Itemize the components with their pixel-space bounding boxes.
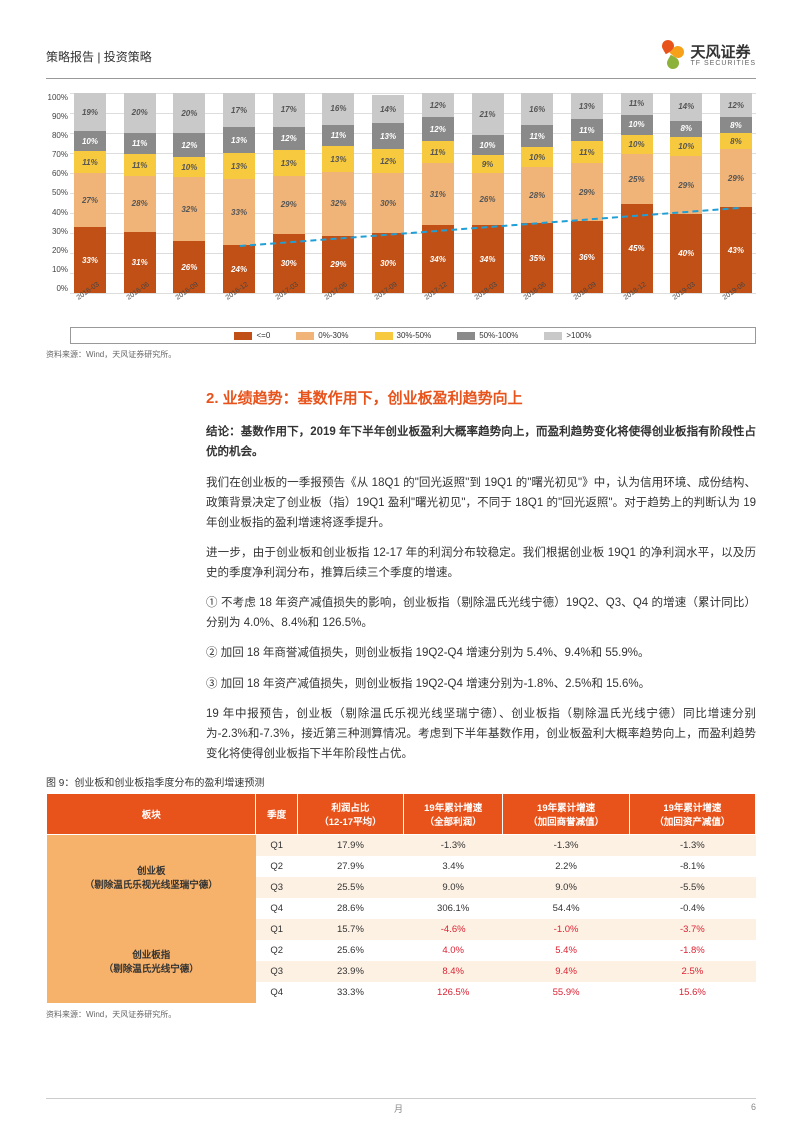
chart-source: 资料来源：Wind，天风证券研究所。	[46, 349, 756, 360]
paragraph: 我们在创业板的一季报预告《从 18Q1 的"回光返照"到 19Q1 的"曙光初见…	[206, 473, 756, 533]
page-footer: 月 6	[0, 1102, 802, 1115]
section-lead: 结论：基数作用下，2019 年下半年创业板盈利大概率趋势向上，而盈利趋势变化将使…	[206, 422, 756, 462]
paragraph: 19 年中报预告，创业板（剔除温氏乐视光线坚瑞宁德）、创业板指（剔除温氏光线宁德…	[206, 704, 756, 764]
chart-legend: <=00%-30%30%-50%50%-100%>100%	[70, 327, 756, 344]
section-heading: 2. 业绩趋势：基数作用下，创业板盈利趋势向上	[206, 386, 756, 412]
stacked-bar-chart: 100%90%80%70%60%50%40%30%20%10%0% 33%27%…	[70, 93, 756, 343]
table-header: 板块季度利润占比（12-17平均）19年累计增速（全部利润）19年累计增速（加回…	[47, 794, 756, 835]
logo-icon	[652, 40, 684, 72]
page-number: 6	[751, 1102, 756, 1115]
company-logo: 天风证券 TF SECURITIES	[652, 40, 756, 72]
chart-y-axis: 100%90%80%70%60%50%40%30%20%10%0%	[46, 93, 68, 293]
paragraph: ② 加回 18 年商誉减值损失，则创业板指 19Q2-Q4 增速分别为 5.4%…	[206, 643, 756, 663]
table-source: 资料来源：Wind，天风证券研究所。	[46, 1009, 756, 1020]
earnings-table: 板块季度利润占比（12-17平均）19年累计增速（全部利润）19年累计增速（加回…	[46, 793, 756, 1003]
footer-divider	[46, 1098, 756, 1099]
body-content: 2. 业绩趋势：基数作用下，创业板盈利趋势向上 结论：基数作用下，2019 年下…	[206, 386, 756, 764]
logo-text-cn: 天风证券	[690, 45, 756, 60]
paragraph: ① 不考虑 18 年资产减值损失的影响，创业板指（剔除温氏光线宁德）19Q2、Q…	[206, 593, 756, 633]
logo-text-en: TF SECURITIES	[690, 60, 756, 67]
chart-bars: 33%27%11%10%19%31%28%11%11%20%26%32%10%1…	[74, 93, 752, 293]
header-category: 策略报告 | 投资策略	[46, 48, 152, 65]
chart-x-axis: 2016-032016-062016-092016-122017-032017-…	[74, 297, 752, 304]
footer-center: 月	[394, 1102, 403, 1115]
paragraph: 进一步，由于创业板和创业板指 12-17 年的利润分布较稳定。我们根据创业板 1…	[206, 543, 756, 583]
page-header: 策略报告 | 投资策略 天风证券 TF SECURITIES	[46, 40, 756, 79]
table-title: 图 9：创业板和创业板指季度分布的盈利增速预测	[46, 774, 756, 789]
paragraph: ③ 加回 18 年资产减值损失，则创业板指 19Q2-Q4 增速分别为-1.8%…	[206, 674, 756, 694]
table-body: 创业板（剔除温氏乐视光线坚瑞宁德）Q117.9%-1.3%-1.3%-1.3%Q…	[47, 835, 756, 1004]
